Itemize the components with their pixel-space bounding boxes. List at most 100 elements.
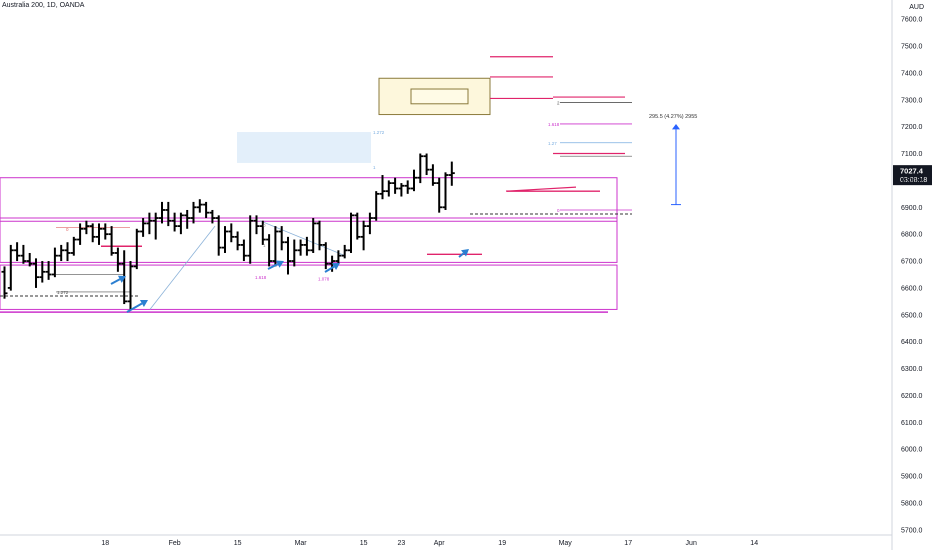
ohlc-bar bbox=[140, 218, 147, 237]
ohlc-bar bbox=[385, 180, 392, 197]
ohlc-bar bbox=[266, 234, 273, 267]
ohlc-bar bbox=[272, 226, 279, 267]
time-tick-label: 19 bbox=[498, 540, 506, 547]
time-tick-label: 15 bbox=[234, 540, 242, 547]
trend-line bbox=[149, 225, 216, 310]
time-tick-label: Mar bbox=[295, 540, 308, 547]
fib-level-label: 1.272 bbox=[373, 130, 385, 135]
range-line bbox=[505, 186, 577, 192]
price-tick-label: 7200.0 bbox=[901, 124, 923, 131]
price-tick-label: 7500.0 bbox=[901, 44, 923, 51]
fib-level-label: 1.272 bbox=[57, 290, 69, 295]
fib-level-label: 1.618 bbox=[548, 122, 560, 127]
ohlc-bar bbox=[228, 223, 235, 243]
time-tick-label: 14 bbox=[750, 540, 758, 547]
ohlc-bar bbox=[379, 175, 386, 200]
fib-level-label: 0 bbox=[557, 208, 560, 213]
ohlc-bar bbox=[398, 183, 405, 197]
ohlc-bar bbox=[14, 242, 21, 262]
blue-arrow-head bbox=[139, 300, 148, 307]
blue-arrow-head bbox=[331, 263, 340, 271]
highlight-box-inner bbox=[410, 88, 469, 105]
time-tick-label: 17 bbox=[624, 540, 632, 547]
ohlc-bar bbox=[184, 209, 191, 229]
price-tick-label: 6000.0 bbox=[901, 447, 923, 454]
ohlc-bar bbox=[159, 201, 165, 224]
price-tick-label: 6200.0 bbox=[901, 393, 923, 400]
ohlc-bar bbox=[77, 223, 84, 245]
blue-arrow-shaft bbox=[126, 302, 143, 313]
blue-arrow-head bbox=[275, 260, 284, 268]
price-tick-label: 7100.0 bbox=[901, 151, 923, 158]
measure-label: 295.5 (4.27%) 2955 bbox=[649, 114, 697, 120]
ohlc-bar bbox=[341, 244, 348, 259]
ohlc-bar bbox=[259, 220, 266, 245]
ohlc-bar bbox=[45, 261, 52, 280]
ohlc-bar bbox=[329, 255, 336, 272]
fib-level-label: 0 bbox=[66, 227, 69, 232]
drawing-layer bbox=[0, 56, 632, 313]
ohlc-bar bbox=[26, 252, 33, 267]
ohlc-bar bbox=[297, 239, 304, 256]
ohlc-bar bbox=[7, 244, 14, 291]
blue-arrow-shaft bbox=[458, 252, 465, 258]
ohlc-bar bbox=[177, 212, 184, 235]
ohlc-bar bbox=[310, 218, 317, 253]
ohlc-bar bbox=[240, 239, 247, 262]
price-tick-label: 6300.0 bbox=[901, 366, 923, 373]
candles-layer bbox=[1, 153, 455, 310]
ohlc-bar bbox=[373, 191, 380, 221]
time-tick-label: 15 bbox=[360, 540, 368, 547]
ohlc-bar bbox=[285, 236, 291, 275]
ohlc-bar bbox=[39, 261, 46, 283]
zone-rect bbox=[0, 264, 618, 310]
price-tick-label: 6900.0 bbox=[901, 205, 923, 212]
fib-level-label: 1.078 bbox=[318, 277, 330, 282]
ohlc-bar bbox=[203, 201, 210, 219]
ohlc-bar bbox=[171, 212, 178, 232]
price-tick-label: 5900.0 bbox=[901, 474, 923, 481]
ohlc-bar bbox=[291, 239, 298, 267]
ohlc-bar bbox=[411, 169, 417, 192]
ohlc-bar bbox=[366, 212, 373, 235]
price-tick-label: 7000.0 bbox=[901, 178, 923, 185]
countdown-text: 03:08:18 bbox=[900, 177, 927, 184]
price-tick-label: 7300.0 bbox=[901, 97, 923, 104]
ohlc-bar bbox=[165, 201, 172, 227]
ohlc-bar bbox=[108, 226, 115, 256]
ohlc-bar bbox=[316, 220, 323, 251]
ohlc-bar bbox=[102, 223, 109, 240]
price-tick-label: 5700.0 bbox=[901, 527, 923, 534]
ohlc-bar bbox=[64, 242, 71, 262]
ohlc-bar bbox=[209, 209, 216, 224]
ohlc-bar bbox=[278, 226, 285, 251]
ohlc-bar bbox=[215, 215, 222, 256]
time-tick-label: Apr bbox=[434, 540, 446, 547]
ohlc-bar bbox=[89, 223, 96, 243]
price-tick-label: 7600.0 bbox=[901, 17, 923, 24]
ohlc-bar bbox=[247, 215, 254, 264]
ohlc-bar bbox=[51, 247, 58, 278]
fib-level-label: 1.618 bbox=[255, 275, 267, 280]
last-price-text: 7027.4 bbox=[900, 167, 924, 176]
ohlc-bar bbox=[133, 228, 140, 270]
ohlc-bar bbox=[348, 212, 354, 253]
time-tick-label: Jun bbox=[686, 540, 697, 547]
fib-level-label: 1 bbox=[373, 165, 376, 170]
ohlc-bar bbox=[114, 247, 121, 272]
measure-arrow-head bbox=[672, 123, 680, 130]
ohlc-bar bbox=[448, 161, 455, 186]
ohlc-bar bbox=[146, 212, 153, 235]
ohlc-bar bbox=[429, 164, 436, 186]
ohlc-bar bbox=[196, 199, 203, 213]
ohlc-bar bbox=[360, 220, 367, 251]
ohlc-bar bbox=[335, 250, 342, 264]
fib-level-label: 2 bbox=[557, 100, 560, 105]
ohlc-bar bbox=[222, 226, 228, 253]
ohlc-bar bbox=[83, 220, 90, 235]
annotation-layer: 295.5 (4.27%) 2955 0 1.272 0 1 1.618 1.078 1.27… bbox=[57, 100, 932, 313]
ohlc-bar bbox=[303, 236, 310, 256]
currency-label: AUD bbox=[909, 4, 924, 11]
